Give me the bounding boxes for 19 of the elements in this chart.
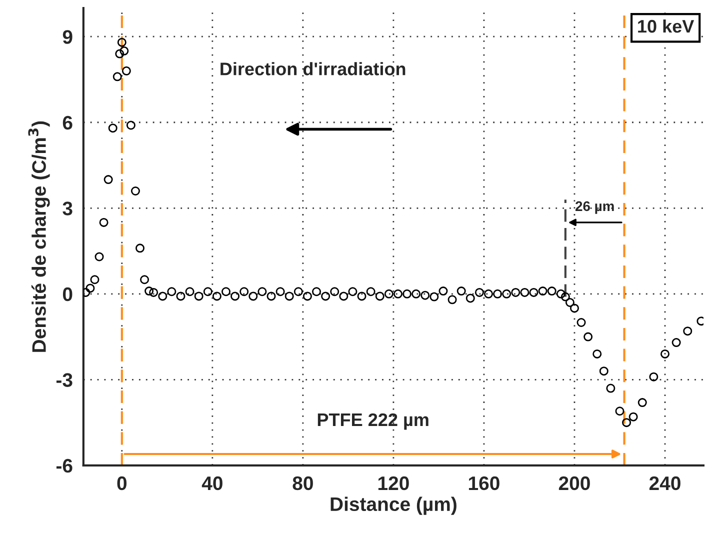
x-tick-label: 40 [202, 476, 222, 490]
x-tick-label: 0 [117, 476, 127, 490]
annotation: 10 keV [638, 19, 694, 33]
y-tick-label: 3 [62, 202, 72, 216]
x-tick-label: 200 [558, 476, 590, 490]
annotation: Direction d'irradiation [220, 62, 406, 76]
y-tick-label: 9 [62, 30, 72, 44]
annotation: 26 µm [575, 201, 614, 214]
y-tick-label: 6 [62, 116, 72, 130]
y-tick-label: -6 [56, 458, 72, 473]
annotation: PTFE 222 µm [318, 413, 428, 430]
x-tick-label: 160 [468, 476, 500, 490]
x-axis-title: Distance (µm) [330, 496, 456, 515]
y-tick-label: -3 [56, 373, 72, 387]
x-tick-label: 240 [649, 476, 680, 490]
y-axis-title: Densité de charge (C/m$^{3}$) [28, 121, 50, 352]
x-tick-label: 80 [292, 476, 313, 490]
y-tick-label: 0 [62, 287, 72, 302]
x-tick-label: 120 [378, 476, 409, 490]
